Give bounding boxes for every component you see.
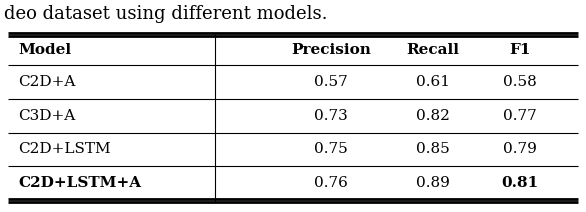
Text: C2D+LSTM: C2D+LSTM [18,142,111,156]
Text: 0.61: 0.61 [416,75,450,89]
Text: 0.81: 0.81 [501,176,539,190]
Text: Precision: Precision [291,42,371,57]
Text: 0.82: 0.82 [416,109,449,123]
Text: F1: F1 [509,42,531,57]
Text: 0.85: 0.85 [416,142,449,156]
Text: C2D+A: C2D+A [18,75,76,89]
Text: C2D+LSTM+A: C2D+LSTM+A [18,176,141,190]
Text: 0.77: 0.77 [503,109,537,123]
Text: deo dataset using different models.: deo dataset using different models. [4,5,328,23]
Text: Recall: Recall [406,42,459,57]
Text: 0.58: 0.58 [503,75,537,89]
Text: 0.75: 0.75 [314,142,348,156]
Text: 0.79: 0.79 [503,142,537,156]
Text: 0.73: 0.73 [314,109,348,123]
Text: 0.57: 0.57 [314,75,348,89]
Text: 0.76: 0.76 [314,176,348,190]
Text: Model: Model [18,42,71,57]
Text: C3D+A: C3D+A [18,109,75,123]
Text: 0.89: 0.89 [416,176,449,190]
